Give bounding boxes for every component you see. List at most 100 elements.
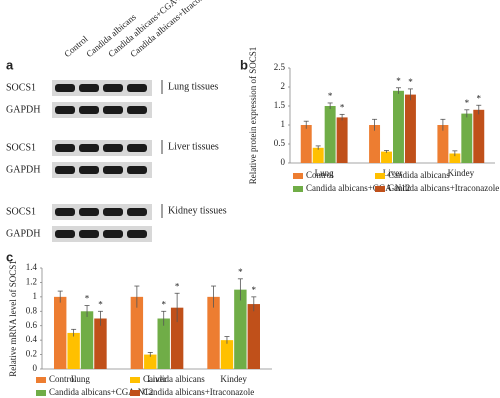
blot-strip [52,140,152,156]
bar [300,125,312,163]
bar [247,304,260,369]
significance-mark: * [161,299,166,309]
legend-swatch [293,173,303,179]
legend-swatch [36,377,46,383]
legend-label: Candida albicans [143,374,205,384]
blot-band [55,166,75,174]
column-label: Control [62,33,90,59]
blot-band [79,144,99,152]
y-tick-label: 1 [281,119,286,129]
legend-label: Candida albicans+CGA-N12 [306,183,410,193]
error-bar [251,296,257,312]
bar [381,151,392,163]
error-bar [315,145,321,150]
x-tick-label: Lung [71,374,90,384]
row-label: SOCS1 [6,82,36,93]
y-tick-label: 0.6 [26,320,38,330]
blot-band [79,84,99,92]
x-tick-label: Kindey [220,374,247,384]
bar [449,153,461,163]
y-tick-label: 1.2 [26,276,37,286]
y-axis-label: Relative mRNA level of SOCS1 [8,260,18,377]
blot-band [127,106,147,114]
blot-band [55,230,75,238]
bar [220,340,234,369]
significance-mark: * [175,281,180,291]
error-bar [327,102,333,110]
y-tick-label: 0.8 [26,305,38,315]
significance-mark: * [98,299,103,309]
blot-band [127,208,147,216]
bar [54,296,67,369]
blot-band [55,84,75,92]
blot-band [103,84,123,92]
legend-label: Control [306,170,334,180]
significance-mark: * [252,285,257,295]
y-tick-label: 0 [281,157,286,167]
row-label: GAPDH [6,104,40,115]
row-label: GAPDH [6,164,40,175]
error-bar [71,328,77,337]
bar [324,106,336,163]
error-bar [452,150,458,157]
blot-band [127,166,147,174]
row-label: SOCS1 [6,206,36,217]
blot-strip [52,102,152,118]
bar [473,109,485,163]
error-bar [147,352,153,357]
blot-strip [52,80,152,96]
legend-label: Candida albicans+CGA-N12 [49,387,153,397]
y-axis-label: Relative protein expression of SOCS1 [248,47,258,184]
bar [369,125,381,163]
legend-label: Control [49,374,77,384]
bar [130,296,144,369]
blot-band [127,84,147,92]
panel-letter: c [6,249,13,264]
bar [404,94,416,163]
error-bar [237,278,243,301]
significance-mark: * [465,98,470,108]
legend-label: Candida albicans+Itraconazole [143,387,254,397]
bar [234,289,247,369]
significance-mark: * [85,294,90,304]
y-tick-label: 0.4 [26,334,38,344]
bar [207,296,220,369]
y-tick-label: 0.5 [274,138,286,148]
error-bar [97,310,103,326]
tissue-label: Lung tissues [168,81,218,92]
error-bar [339,113,345,121]
blot-band [55,144,75,152]
blot-band [103,166,123,174]
bar [94,318,107,369]
blot-band [55,106,75,114]
y-tick-label: 2 [281,81,286,91]
error-bar [476,104,482,115]
error-bar [84,305,90,318]
significance-mark: * [238,267,243,277]
y-tick-label: 1.4 [26,262,38,272]
error-bar [464,109,470,118]
x-tick-label: Liver [383,168,403,178]
significance-mark: * [340,102,345,112]
legend-swatch [293,186,303,192]
x-tick-label: Lung [315,168,334,178]
blot-band [55,208,75,216]
blot-band [79,230,99,238]
bar [144,354,157,369]
row-label: GAPDH [6,228,40,239]
bar [67,332,80,369]
tissue-label: Kidney tissues [168,205,227,216]
error-bar [174,292,180,323]
blot-band [103,106,123,114]
error-bar [211,285,217,308]
error-bar [395,87,401,94]
bar [336,117,348,163]
significance-mark: * [396,76,401,86]
error-bar [57,290,63,303]
row-label: SOCS1 [6,142,36,153]
bar [157,318,170,369]
error-bar [224,336,230,344]
significance-mark: * [328,91,333,101]
blot-band [79,106,99,114]
